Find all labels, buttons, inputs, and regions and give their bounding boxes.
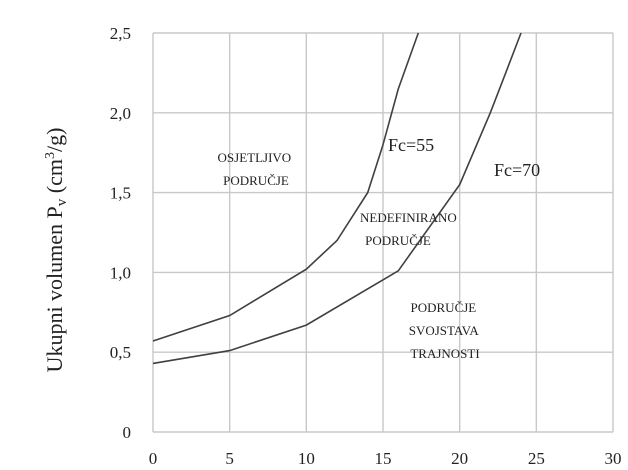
x-tick-label: 10: [298, 449, 315, 468]
region-label-sensitive: OSJETLJIVO PODRUČJE: [218, 150, 295, 188]
x-tick-label: 15: [375, 449, 392, 468]
x-tick-label: 30: [605, 449, 622, 468]
y-tick-label: 2,5: [110, 24, 131, 43]
x-tick-label: 20: [451, 449, 468, 468]
region-label-durability: PODRUČJE SVOJSTAVA TRAJNOSTI: [409, 300, 482, 361]
tick-labels: 0 5 10 15 20 25 30 0 0,5 1,0 1,5 2,0 2,5: [110, 24, 622, 468]
series-label-fc55: Fc=55: [388, 135, 434, 155]
y-tick-label: 1,5: [110, 184, 131, 203]
y-tick-label: 0: [123, 423, 132, 442]
series-line-fc70: [152, 32, 522, 365]
x-tick-label: 5: [225, 449, 234, 468]
series-label-fc70: Fc=70: [494, 160, 540, 180]
region-label-undefined: NEDEFINIRANO PODRUČJE: [360, 210, 460, 248]
x-tick-label: 25: [528, 449, 545, 468]
y-tick-label: 0,5: [110, 343, 131, 362]
series-line-fc55: [152, 32, 420, 342]
series-layer: [152, 32, 522, 365]
grid: [152, 32, 614, 433]
y-tick-label: 2,0: [110, 104, 131, 123]
y-axis-label: Ukupni volumen Pv (cm3/g): [42, 128, 70, 373]
y-tick-label: 1,0: [110, 263, 131, 282]
x-tick-label: 0: [149, 449, 158, 468]
